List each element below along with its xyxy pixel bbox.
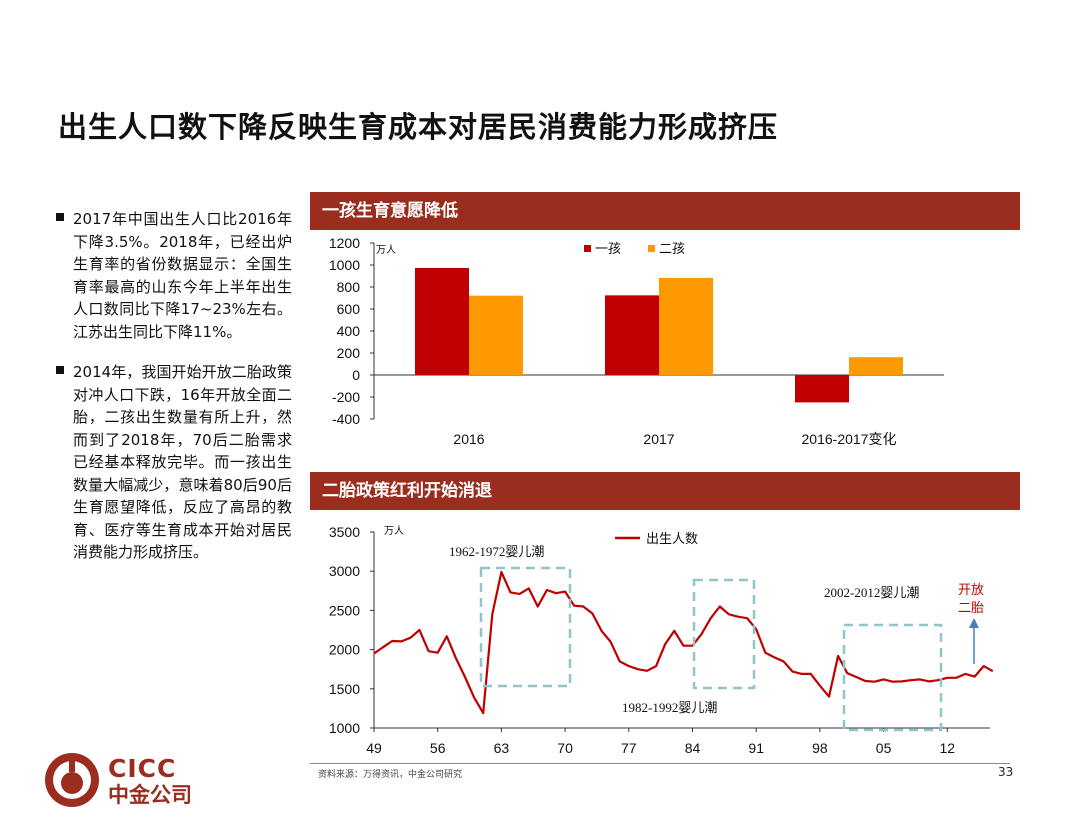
logo-text-cn: 中金公司 [108,783,192,807]
bullet-text: 2014年，我国开始开放二胎政策对冲人口下跌，16年开放全面二胎，二孩出生数量有… [73,363,292,561]
footer-divider [310,763,1010,764]
bar-legend-swatch [584,245,591,252]
page-title: 出生人口数下降反映生育成本对居民消费能力形成挤压 [58,110,779,144]
bar-y-tick-label: 600 [337,301,361,317]
bar-legend-label: 一孩 [595,241,621,256]
bar-second-child [659,277,713,375]
source-note: 资料来源：万得资讯，中金公司研究 [318,770,463,780]
line-x-tick-label: 05 [876,740,892,756]
cicc-logo-icon [45,753,99,807]
baby-boom-box [479,566,572,688]
bar-first-child [605,295,659,375]
line-y-tick-label: 3000 [329,563,360,579]
line-x-tick-label: 12 [940,740,956,756]
panel2-header: 二胎政策红利开始消退 [310,472,1020,510]
bar-y-tick-label: 1200 [329,235,360,251]
bar-second-child [849,357,903,375]
bar-y-tick-label: 200 [337,345,361,361]
bullet-item: 2017年中国出生人口比2016年下降3.5%。2018年，已经出炉生育率的省份… [56,208,292,343]
line-y-tick-label: 1000 [329,720,360,736]
policy-annotation-line2: 二胎 [958,600,984,615]
bar-first-child [795,375,849,403]
line-y-tick-label: 1500 [329,681,360,697]
line-x-tick-label: 70 [557,740,573,756]
bullet-text: 2017年中国出生人口比2016年下降3.5%。2018年，已经出炉生育率的省份… [73,210,292,341]
bar-y-tick-label: -400 [332,411,360,427]
line-x-tick-label: 63 [494,740,510,756]
panel1-header: 一孩生育意愿降低 [310,192,1020,230]
line-y-tick-label: 2000 [329,642,360,658]
line-x-tick-label: 56 [430,740,446,756]
line-x-tick-label: 49 [366,740,382,756]
bar-y-tick-label: 1000 [329,257,360,273]
line-unit-label: 万人 [384,525,404,537]
logo-text-en: CICC [108,754,177,783]
bar-category-label: 2016 [453,431,484,447]
line-x-tick-label: 84 [685,740,701,756]
bar-y-tick-label: 800 [337,279,361,295]
baby-boom-box [692,578,756,690]
bar-y-tick-label: -200 [332,389,360,405]
page-number: 33 [998,765,1014,779]
bar-legend-swatch [648,245,655,252]
line-x-tick-label: 91 [748,740,764,756]
boom-annotation-1962: 1962-1972婴儿潮 [449,544,544,559]
bar-legend-label: 二孩 [659,241,685,256]
line-legend-label: 出生人数 [646,531,698,546]
bar-y-tick-label: 400 [337,323,361,339]
square-bullet-icon [56,213,64,221]
bar-first-child [415,267,469,375]
policy-arrow-icon [969,618,979,628]
policy-annotation-line1: 开放 [958,582,984,597]
square-bullet-icon [56,366,64,374]
line-x-tick-label: 98 [812,740,828,756]
bar-unit-label: 万人 [376,244,396,256]
baby-boom-box [842,623,943,732]
line-y-tick-label: 3500 [329,524,360,540]
line-x-tick-label: 77 [621,740,637,756]
boom-annotation-1982: 1982-1992婴儿潮 [622,700,717,715]
bar-category-label: 2017 [643,431,674,447]
bar-category-label: 2016-2017变化 [802,431,897,447]
bullet-item: 2014年，我国开始开放二胎政策对冲人口下跌，16年开放全面二胎，二孩出生数量有… [56,361,292,564]
bullet-list: 2017年中国出生人口比2016年下降3.5%。2018年，已经出炉生育率的省份… [56,208,292,582]
births-series-line [373,570,994,715]
bar-y-tick-label: 0 [352,367,360,383]
boom-annotation-2002: 2002-2012婴儿潮 [824,585,919,600]
line-y-tick-label: 2500 [329,602,360,618]
bar-second-child [469,295,523,375]
